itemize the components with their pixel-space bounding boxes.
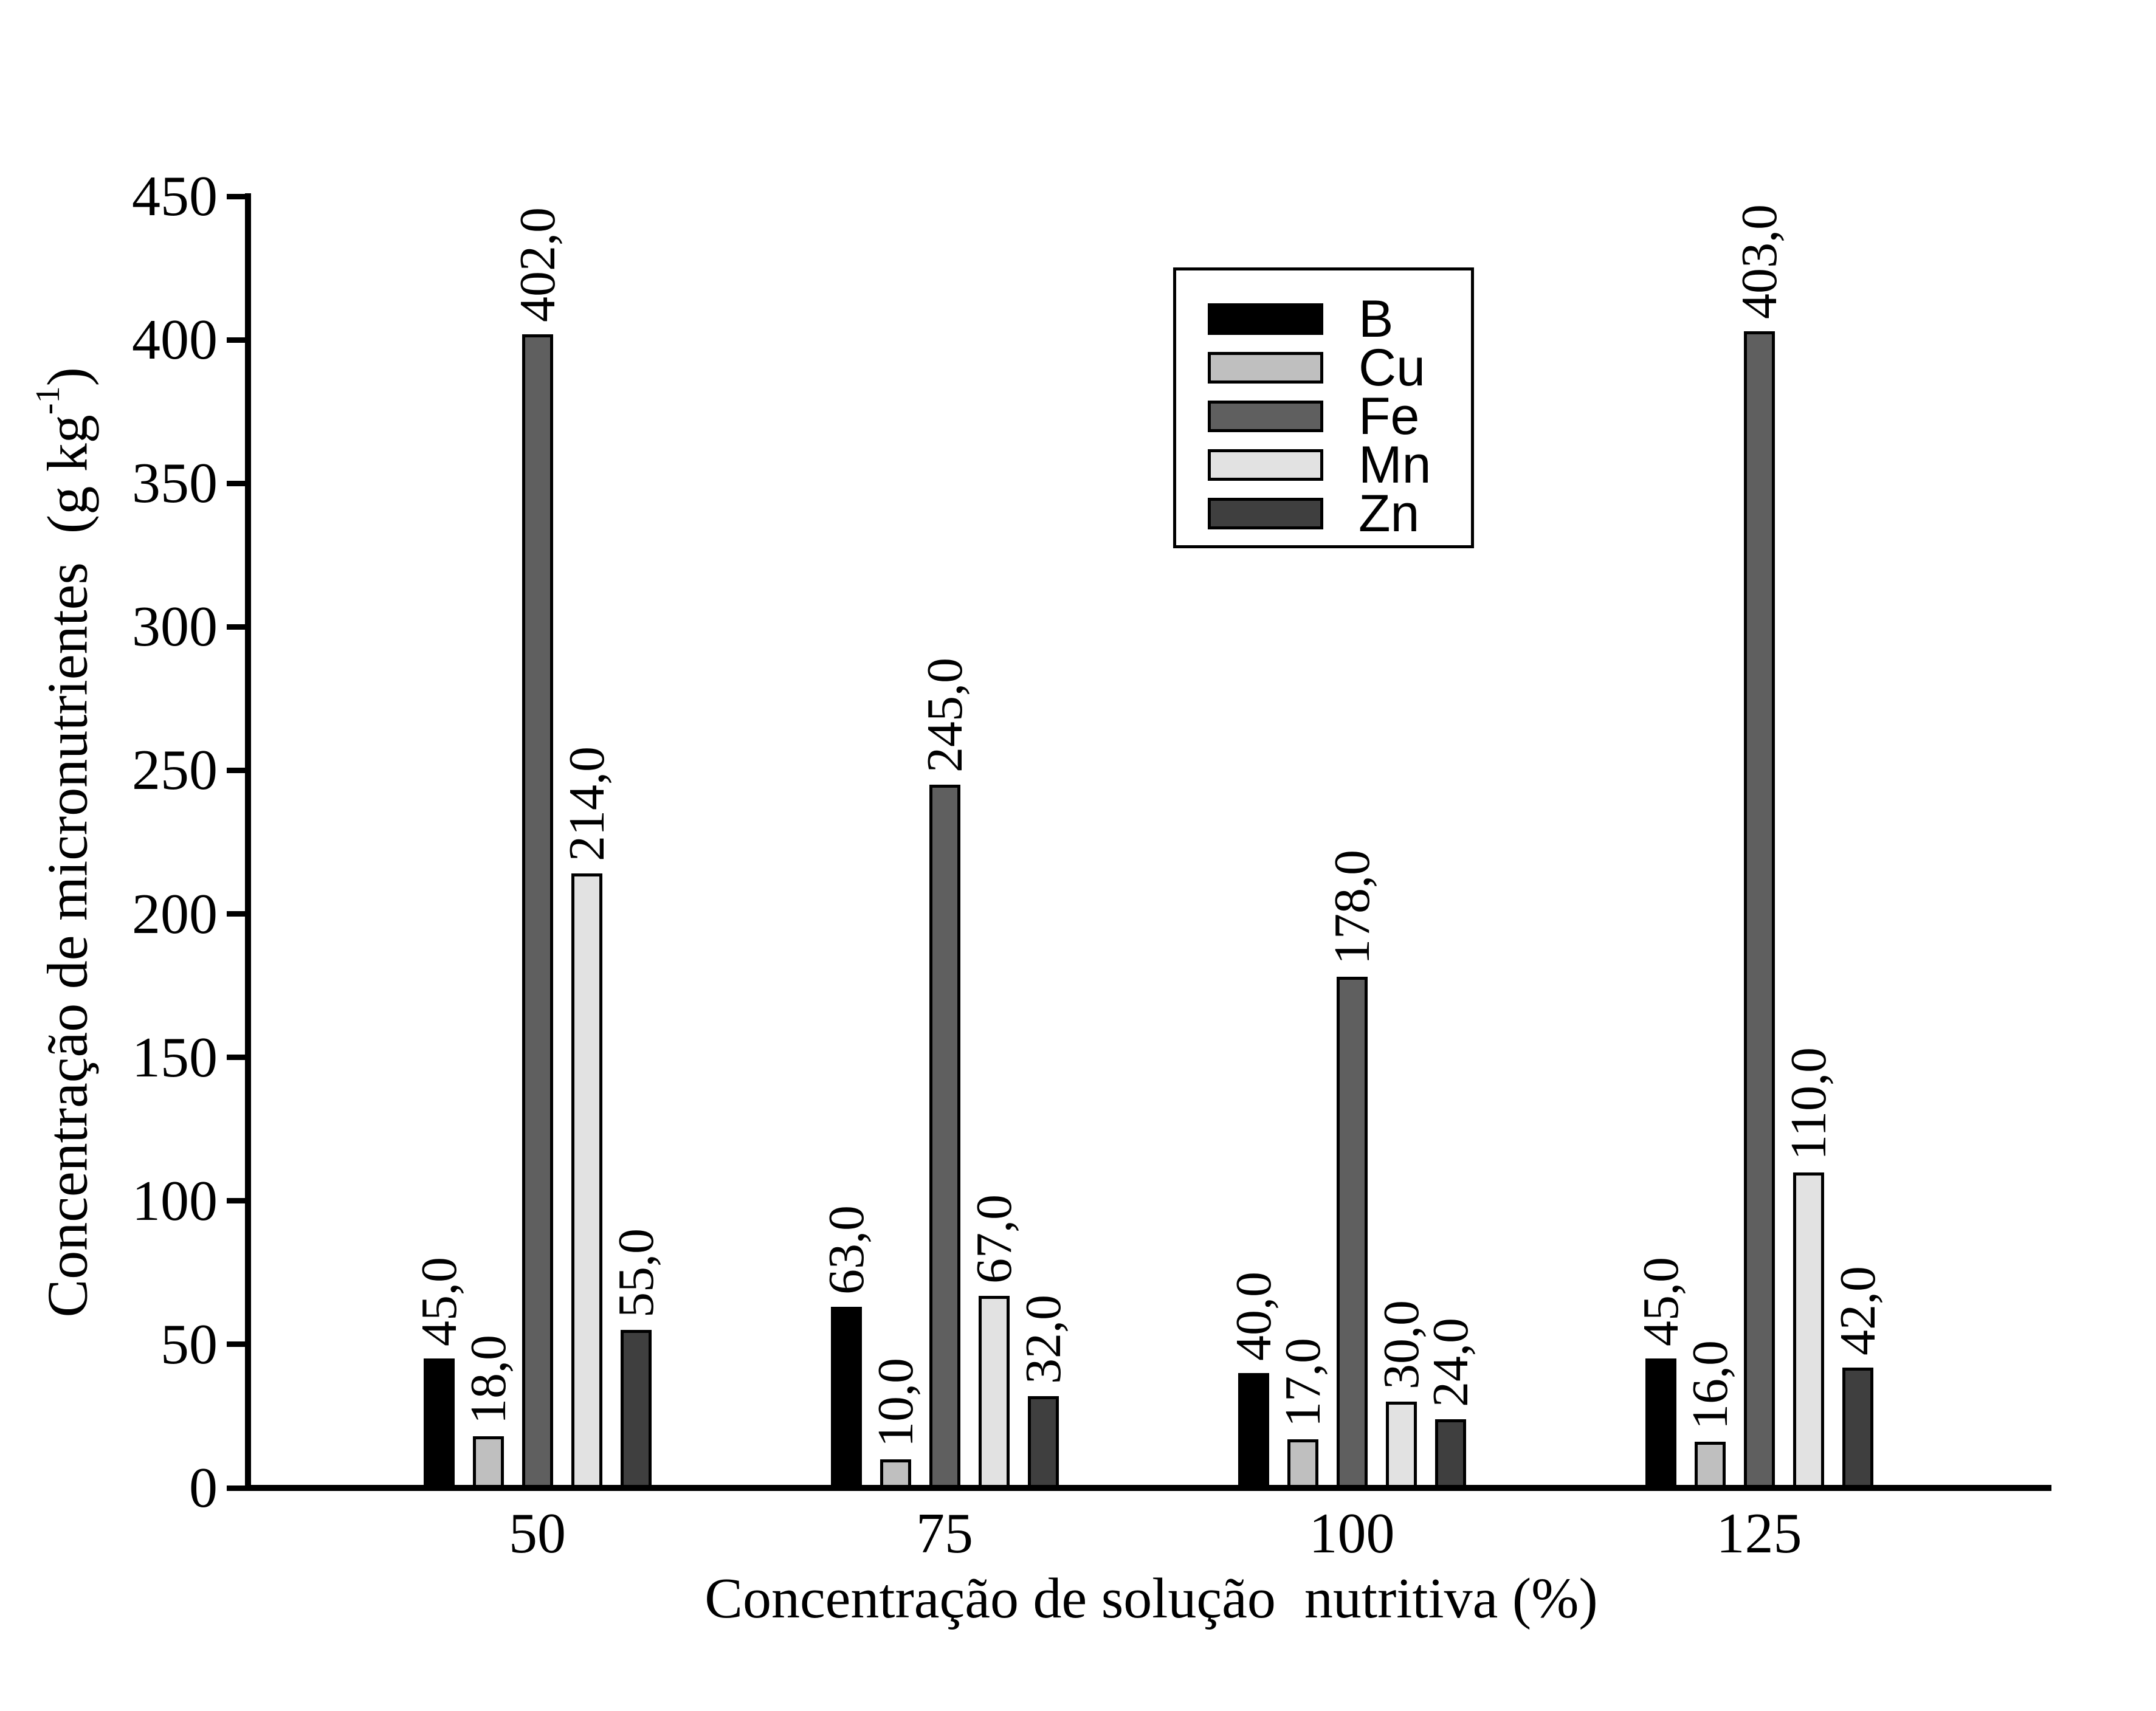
bar-Cu-75 — [880, 1459, 911, 1488]
y-axis-title: Concentração de micronutrientes (g kg-1) — [6, 196, 109, 1488]
legend-label: Zn — [1359, 484, 1420, 543]
y-tick-mark — [227, 768, 245, 773]
bar-Mn-75 — [979, 1296, 1010, 1488]
bar-value-label: 67,0 — [966, 1194, 1022, 1284]
x-tick-label: 75 — [916, 1502, 973, 1565]
bar-B-50 — [424, 1358, 455, 1488]
bar-value-label: 17,0 — [1275, 1338, 1331, 1427]
y-tick-label: 150 — [132, 1026, 218, 1089]
bar-B-75 — [831, 1307, 862, 1488]
y-tick-label: 0 — [189, 1456, 218, 1520]
bar-Mn-100 — [1386, 1402, 1417, 1488]
y-tick-label: 250 — [132, 738, 218, 802]
bar-Cu-50 — [473, 1436, 504, 1488]
y-axis-title-superscript: -1 — [29, 386, 67, 415]
bar-Fe-100 — [1337, 977, 1368, 1488]
y-tick-label: 350 — [132, 452, 218, 515]
legend-label: B — [1359, 290, 1394, 348]
bar-Zn-75 — [1028, 1396, 1059, 1488]
bar-Fe-75 — [929, 785, 960, 1488]
legend-row-Zn: Zn — [1208, 484, 1471, 543]
bar-value-label: 32,0 — [1015, 1295, 1072, 1384]
y-tick-label: 300 — [132, 595, 218, 658]
bar-B-125 — [1645, 1358, 1676, 1488]
bar-value-label: 45,0 — [411, 1257, 467, 1346]
legend-label: Cu — [1359, 339, 1425, 397]
bar-value-label: 30,0 — [1373, 1300, 1430, 1389]
y-tick-mark — [227, 194, 245, 199]
x-axis-title: Concentração de solução nutritiva (%) — [704, 1567, 1598, 1630]
y-tick-mark — [227, 1198, 245, 1203]
bar-value-label: 55,0 — [608, 1228, 664, 1318]
y-tick-label: 50 — [160, 1313, 218, 1376]
legend-swatch-B — [1208, 303, 1323, 335]
legend-row-Mn: Mn — [1208, 436, 1471, 494]
bar-value-label: 24,0 — [1422, 1318, 1479, 1407]
bar-value-label: 245,0 — [917, 658, 973, 773]
bar-Mn-125 — [1793, 1172, 1824, 1488]
legend-row-B: B — [1208, 290, 1471, 348]
bar-value-label: 10,0 — [867, 1358, 924, 1447]
y-tick-label: 100 — [132, 1169, 218, 1233]
bar-Fe-50 — [522, 334, 553, 1488]
bar-B-100 — [1238, 1373, 1269, 1488]
bar-value-label: 63,0 — [818, 1205, 875, 1295]
bar-Zn-100 — [1435, 1419, 1466, 1488]
bar-value-label: 42,0 — [1830, 1266, 1886, 1355]
legend-label: Mn — [1359, 436, 1431, 494]
x-axis-line — [245, 1485, 2051, 1491]
legend-rows: B Cu Fe Mn Zn — [1208, 290, 1471, 543]
legend-row-Fe: Fe — [1208, 387, 1471, 446]
bar-value-label: 18,0 — [460, 1335, 517, 1424]
bar-Zn-50 — [621, 1330, 652, 1488]
legend-label: Fe — [1359, 387, 1420, 446]
x-tick-label: 125 — [1716, 1502, 1802, 1565]
bar-value-label: 40,0 — [1225, 1272, 1282, 1361]
y-tick-label: 400 — [132, 308, 218, 371]
legend-row-Cu: Cu — [1208, 339, 1471, 397]
x-tick-label: 50 — [509, 1502, 566, 1565]
bar-value-label: 403,0 — [1731, 204, 1788, 319]
bar-Mn-50 — [571, 873, 602, 1488]
legend-swatch-Cu — [1208, 352, 1323, 384]
bar-value-label: 178,0 — [1324, 850, 1380, 965]
bar-Cu-125 — [1695, 1442, 1726, 1488]
legend-swatch-Zn — [1208, 498, 1323, 529]
bar-Zn-125 — [1842, 1368, 1873, 1488]
bar-value-label: 16,0 — [1682, 1340, 1738, 1430]
bar-value-label: 45,0 — [1633, 1257, 1689, 1346]
y-tick-mark — [227, 911, 245, 917]
bar-value-label: 402,0 — [509, 207, 566, 322]
y-tick-mark — [227, 624, 245, 630]
y-tick-mark — [227, 481, 245, 486]
bar-Fe-125 — [1744, 331, 1775, 1488]
y-tick-label: 200 — [132, 883, 218, 946]
legend-swatch-Mn — [1208, 449, 1323, 481]
legend-swatch-Fe — [1208, 401, 1323, 432]
bar-Cu-100 — [1287, 1439, 1318, 1488]
legend: B Cu Fe Mn Zn — [1173, 267, 1474, 548]
y-tick-mark — [227, 337, 245, 343]
y-tick-mark — [227, 1486, 245, 1491]
y-tick-mark — [227, 1055, 245, 1060]
bar-value-label: 214,0 — [559, 746, 615, 861]
y-axis-line — [245, 193, 251, 1491]
bar-value-label: 110,0 — [1780, 1047, 1837, 1160]
y-tick-label: 450 — [132, 165, 218, 228]
x-tick-label: 100 — [1309, 1502, 1395, 1565]
y-tick-mark — [227, 1341, 245, 1347]
